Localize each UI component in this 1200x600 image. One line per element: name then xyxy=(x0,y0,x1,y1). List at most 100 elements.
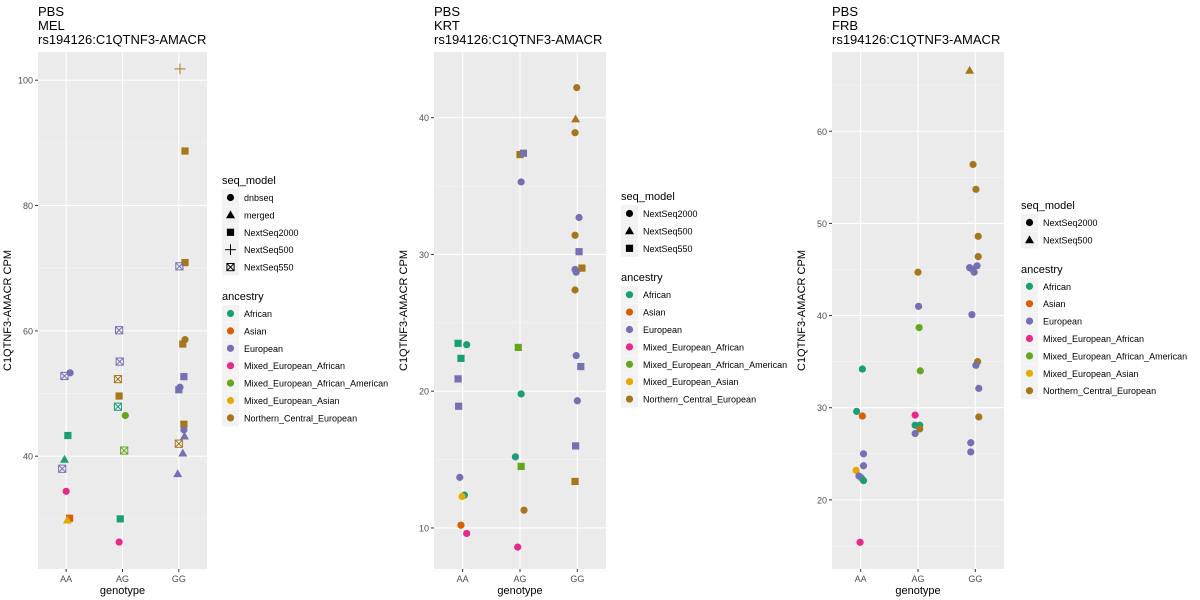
legend-label: Northern_Central_European xyxy=(643,395,756,405)
data-point xyxy=(916,367,924,375)
legend-shape-title: seq_model xyxy=(222,175,276,187)
boxx-d2 xyxy=(120,446,129,455)
chart-title-line: rs194126:C1QTNF3-AMACR xyxy=(832,32,1000,47)
data-point xyxy=(180,426,188,434)
data-point xyxy=(573,397,581,405)
x-tick-label: AA xyxy=(457,574,469,584)
legend-label: African xyxy=(643,290,671,300)
data-point xyxy=(520,506,528,514)
legend-key-circle xyxy=(226,193,235,202)
legend-key-circle xyxy=(625,378,634,386)
data-point xyxy=(858,365,866,373)
legend-key-plus xyxy=(225,244,236,256)
legend-label: Northern_Central_European xyxy=(244,413,357,423)
legend-label: Mixed_European_Asian xyxy=(244,396,340,406)
legend-key-circle xyxy=(1025,282,1034,290)
data-point xyxy=(859,450,868,458)
data-point xyxy=(970,268,978,276)
data-point xyxy=(577,362,585,371)
legend-key-square xyxy=(226,228,235,236)
data-point xyxy=(120,446,129,455)
data-point xyxy=(64,431,72,440)
legend-label: merged xyxy=(244,210,275,220)
boxx-d2 xyxy=(114,375,122,384)
legend-key-circle xyxy=(226,396,235,405)
legend-key-circle xyxy=(1025,352,1034,360)
y-tick-label: 100 xyxy=(18,76,33,86)
legend-key-boxx xyxy=(226,263,235,272)
legend-label: Asian xyxy=(643,308,666,318)
legend-key-square xyxy=(625,244,634,252)
legend-key-circle xyxy=(1025,387,1034,395)
legend-color-title: ancestry xyxy=(1021,264,1063,276)
legend-key-circle xyxy=(625,308,634,316)
x-axis-title: genotype xyxy=(497,585,542,597)
x-tick-label: AA xyxy=(60,574,72,584)
data-point xyxy=(974,232,982,240)
legend-key-triangle xyxy=(625,226,634,235)
data-point xyxy=(115,326,124,335)
x-tick-label: GG xyxy=(570,574,584,584)
boxx-box xyxy=(226,263,235,272)
data-point xyxy=(511,453,520,461)
data-point xyxy=(60,371,69,381)
legend-key-circle xyxy=(625,209,634,218)
data-point xyxy=(178,448,188,457)
data-point xyxy=(456,473,464,481)
data-point xyxy=(915,323,923,332)
y-axis-title: C1QTNF3-AMACR CPM xyxy=(2,250,14,371)
data-point xyxy=(572,352,580,360)
data-point xyxy=(457,521,465,529)
boxx-box xyxy=(174,439,183,448)
legend-label: Mixed_European_African_American xyxy=(1043,351,1187,361)
data-point xyxy=(967,439,975,447)
y-tick-label: 20 xyxy=(419,387,429,397)
data-point xyxy=(852,466,860,474)
data-point xyxy=(174,439,183,448)
data-point xyxy=(578,264,586,272)
legend-label: Mixed_European_African xyxy=(244,361,345,371)
legend-key-circle xyxy=(226,379,235,387)
boxx-box xyxy=(58,464,67,473)
data-point xyxy=(179,340,187,348)
boxx-d2 xyxy=(115,357,124,366)
y-tick-label: 60 xyxy=(817,127,827,137)
data-point xyxy=(113,375,123,384)
legend-key-circle xyxy=(625,291,634,299)
data-point xyxy=(62,515,72,524)
boxx-box xyxy=(120,446,129,455)
data-point xyxy=(514,543,522,551)
data-point xyxy=(121,411,129,420)
legend-label: Asian xyxy=(244,326,267,336)
y-tick-label: 30 xyxy=(817,403,827,413)
data-point xyxy=(965,65,975,74)
data-point xyxy=(517,390,525,398)
data-point xyxy=(975,384,983,392)
legend-color-title: ancestry xyxy=(222,291,264,303)
points-layer xyxy=(852,65,983,546)
data-point xyxy=(967,448,975,456)
legend-key-circle xyxy=(1025,334,1034,343)
y-axis-title: C1QTNF3-AMACR CPM xyxy=(398,250,410,371)
data-point xyxy=(969,160,977,169)
data-point xyxy=(175,262,184,271)
data-point xyxy=(571,477,579,486)
legend-key-circle xyxy=(226,414,235,422)
data-point xyxy=(572,442,580,450)
data-point xyxy=(454,375,462,383)
legend-label: NextSeq500 xyxy=(244,245,294,255)
data-point xyxy=(859,462,868,470)
boxx-d2 xyxy=(60,372,69,380)
data-point xyxy=(174,63,186,75)
points-layer xyxy=(58,63,189,546)
legend-color-title: ancestry xyxy=(621,272,663,284)
legend-key-triangle xyxy=(1025,235,1034,244)
data-point xyxy=(113,402,123,411)
boxx-box xyxy=(60,371,69,381)
legend-label: Mixed_European_African xyxy=(1043,334,1144,344)
legend-shape-title: seq_model xyxy=(1021,200,1075,212)
x-tick-label: GG xyxy=(172,574,186,584)
legend-key-circle xyxy=(1025,317,1034,325)
